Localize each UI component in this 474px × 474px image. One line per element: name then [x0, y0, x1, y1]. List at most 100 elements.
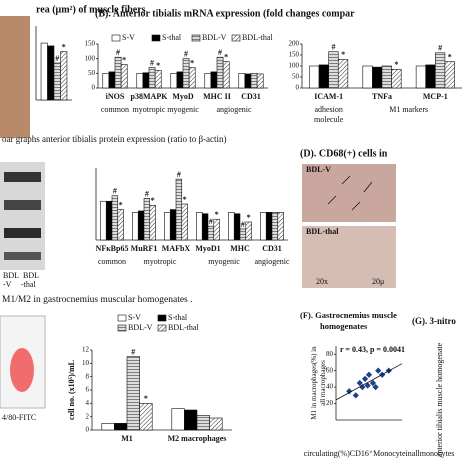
image-label: 20x	[316, 277, 328, 286]
y-tick-label: 50	[292, 73, 300, 81]
significance-mark: #	[177, 170, 181, 179]
bar	[171, 408, 185, 431]
bar	[265, 212, 273, 241]
legend-label: S-thal	[168, 313, 188, 322]
y-tick-label: 0	[86, 426, 90, 434]
y-tick-label: 8	[86, 372, 90, 380]
bar	[102, 73, 110, 89]
bar	[444, 61, 455, 89]
bar	[196, 415, 210, 431]
significance-mark: #	[113, 187, 117, 196]
legend-label: BDL-V	[128, 323, 153, 332]
histology-image	[302, 164, 396, 222]
significance-mark: #	[116, 48, 120, 57]
chart-title: (F). Gastrocnemius muscle homogenates	[300, 310, 397, 331]
bar	[415, 65, 427, 89]
flow-label: 4/80-FITC	[2, 413, 36, 422]
y-tick-label: 2	[86, 412, 90, 420]
image-label: BDL-thal	[306, 227, 339, 236]
x-tick-label: CD31	[262, 244, 282, 253]
point	[375, 367, 382, 374]
bar	[164, 212, 171, 241]
y-tick-label: 150	[85, 40, 96, 48]
bar	[105, 200, 113, 241]
point	[359, 383, 366, 391]
significance-mark: *	[62, 42, 66, 51]
significance-mark: *	[224, 52, 228, 61]
y-tick-label: 100	[85, 54, 96, 62]
significance-mark: #	[150, 58, 154, 67]
bar	[143, 198, 151, 241]
significance-mark: #	[131, 347, 135, 356]
point	[361, 375, 369, 383]
group-label: angiogenic	[216, 105, 252, 114]
legend-label: S-thal	[162, 33, 182, 42]
bar	[117, 209, 124, 241]
x-tick-label: iNOS	[106, 92, 125, 101]
x-tick-label: M2 macrophages	[168, 434, 227, 443]
significance-mark: *	[448, 52, 452, 61]
bar	[309, 65, 320, 89]
bar	[114, 56, 122, 89]
y-tick-label: 80	[326, 350, 334, 358]
blot-label: BDL	[3, 271, 19, 280]
panel-c-title: oar graphs anterior tibialis protein exp…	[2, 134, 227, 144]
group-label: angiogenic	[254, 257, 290, 266]
bar	[111, 195, 119, 241]
legend-swatch	[157, 314, 167, 322]
x-tick-label: NFκBp65	[96, 244, 129, 253]
significance-mark: *	[183, 195, 187, 204]
bar	[362, 65, 373, 89]
bar	[175, 178, 183, 241]
blot-label: -thal	[21, 280, 36, 289]
bar	[222, 61, 230, 89]
significance-mark: #	[331, 43, 335, 52]
significance-mark: *	[190, 58, 194, 67]
chart-title: (B). Anterior tibialis mRNA expression (…	[95, 8, 355, 19]
legend-label: BDL-thal	[168, 323, 199, 332]
panel-g-title: (G). 3-nitro	[412, 316, 456, 326]
bar	[337, 59, 349, 89]
group-label: M1 markers	[389, 105, 428, 114]
significance-mark: #	[55, 54, 59, 63]
bar	[244, 73, 252, 89]
bar	[209, 417, 223, 431]
y-tick-label: 20	[326, 399, 334, 407]
bar	[120, 64, 128, 89]
x-axis-label: circulating(%)CD16⁺Monocyteinallmonocyte…	[304, 449, 455, 458]
bar	[425, 64, 436, 89]
bar	[40, 42, 48, 101]
legend-swatch	[191, 34, 201, 42]
bar	[53, 62, 61, 101]
bar	[132, 212, 139, 241]
image-label: 20μ	[372, 277, 384, 286]
legend-label: BDL-thal	[242, 33, 273, 42]
x-tick-label: MCP-1	[423, 92, 448, 101]
blot-label: -V	[3, 280, 12, 289]
group-label: adhesion molecule	[314, 105, 344, 124]
bar	[139, 403, 153, 431]
bar	[381, 65, 392, 89]
bar	[142, 72, 150, 89]
bar	[114, 423, 128, 431]
x-tick-label: MAFbX	[162, 244, 191, 253]
y-tick-label: 150	[289, 51, 300, 59]
histology-image	[302, 226, 396, 288]
bar	[271, 212, 279, 241]
point	[346, 388, 353, 395]
y-tick-label: 50	[88, 69, 96, 77]
x-tick-label: MuRF1	[131, 244, 158, 253]
legend-swatch	[151, 34, 161, 42]
significance-mark: *	[341, 50, 345, 59]
point	[352, 392, 359, 399]
significance-mark: #	[241, 220, 245, 229]
bar	[213, 218, 220, 241]
y-tick-label: 10	[82, 359, 90, 367]
panel-d-title: (D). CD68(+) cells in	[300, 148, 388, 159]
bar	[277, 212, 284, 241]
x-tick-label: TNFa	[372, 92, 392, 101]
blot-band	[4, 172, 41, 182]
bar	[256, 73, 264, 89]
bar	[318, 64, 329, 89]
